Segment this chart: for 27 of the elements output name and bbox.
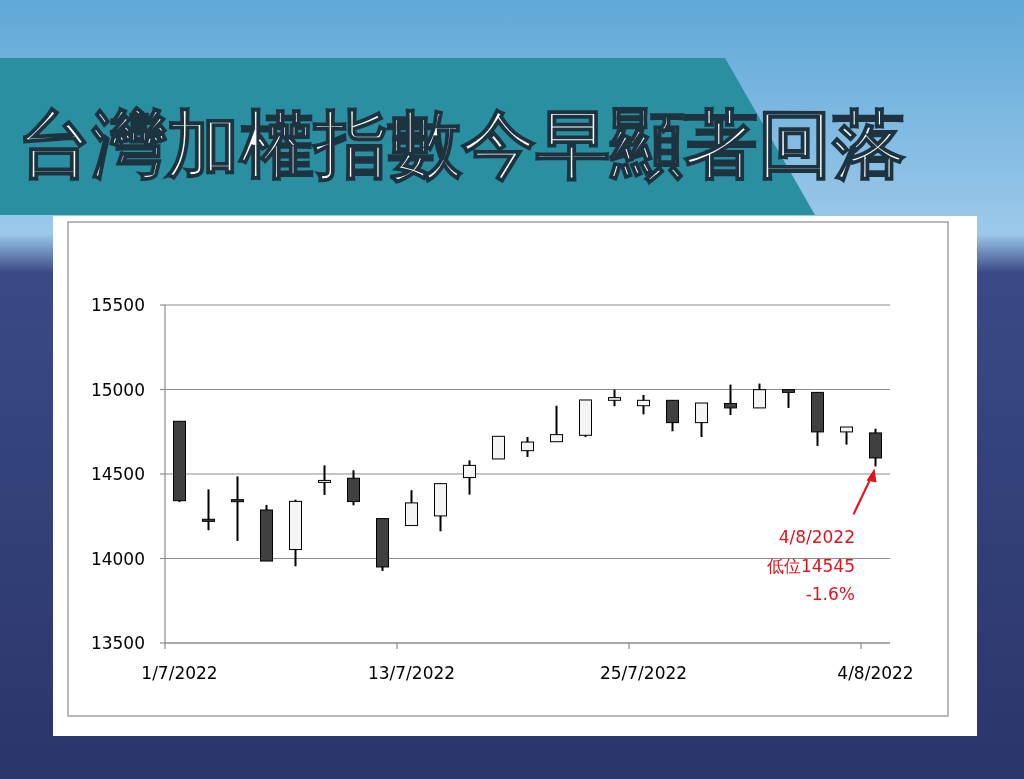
candlestick	[724, 383, 737, 417]
candlestick	[492, 435, 505, 460]
annotation: 低位14545	[766, 555, 855, 576]
y-tick-label: 15500	[90, 295, 145, 315]
candlestick	[666, 399, 679, 433]
candlestick	[782, 388, 795, 409]
candlestick	[695, 402, 708, 438]
x-tick-label: 4/8/2022	[837, 663, 914, 683]
y-tick-label: 15000	[90, 379, 145, 400]
candlestick	[347, 469, 360, 507]
candlestick	[550, 404, 563, 443]
annotation: 4/8/2022	[778, 527, 855, 547]
candlestick	[463, 459, 476, 496]
candlestick	[231, 475, 244, 542]
candlestick	[637, 393, 650, 416]
y-tick-label: 14500	[90, 464, 145, 484]
annotation: -1.6%	[805, 584, 855, 604]
candlestick	[753, 382, 766, 409]
candlestick	[405, 489, 418, 527]
y-tick-label: 13500	[90, 633, 145, 653]
candlestick	[521, 435, 534, 458]
candlestick	[318, 464, 331, 496]
candlestick	[202, 488, 215, 532]
x-tick-label: 25/7/2022	[599, 663, 688, 683]
y-tick-label: 14000	[90, 548, 145, 569]
x-tick-label: 1/7/2022	[141, 663, 218, 683]
x-tick-label: 13/7/2022	[367, 663, 456, 683]
